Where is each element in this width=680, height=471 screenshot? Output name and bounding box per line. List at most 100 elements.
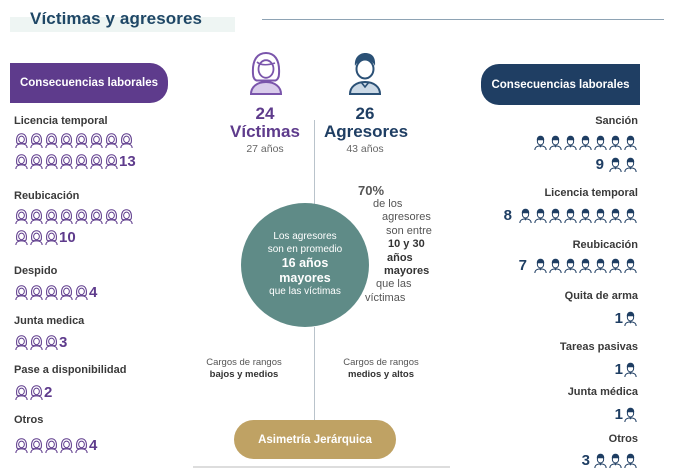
right-item-label: Sanción [595,115,638,127]
man-icon [533,207,548,224]
right-item-label: Otros [608,433,638,445]
woman-icon [29,153,44,170]
stat-line: que las [376,278,412,291]
woman-icon [44,284,59,301]
woman-icon [14,229,29,246]
woman-icon [44,132,59,149]
stat-line: agresores [382,211,431,224]
woman-icon [14,208,29,225]
woman-icon [14,153,29,170]
ranks-left: Cargos de rangos bajos y medios [186,357,302,382]
stat-bold: 10 y 30 [388,238,425,251]
left-item-count: 13 [119,153,136,170]
woman-icon [74,284,89,301]
age-range-stat: 70% de los agresores son entre 10 y 30 a… [358,183,458,305]
woman-icon [29,284,44,301]
man-icon [623,156,638,173]
ranks-left-bold: bajos y medios [209,369,279,381]
man-icon [563,207,578,224]
woman-icon [74,437,89,454]
bottom-rule [193,466,450,468]
woman-icon [104,208,119,225]
man-icon [548,134,563,151]
woman-icon [14,132,29,149]
victims-age: 27 años [246,143,284,155]
circle-highlight: 16 años [281,256,329,271]
woman-icon [44,437,59,454]
man-icon [608,257,623,274]
center-divider-top [314,120,315,205]
woman-icon [89,153,104,170]
woman-icon [59,132,74,149]
man-icon [608,452,623,469]
aggressors-age: 43 años [346,143,384,155]
woman-icon [59,284,74,301]
left-item-label: Despido [14,265,58,277]
man-icon [623,452,638,469]
woman-icon [104,132,119,149]
left-item-icons: 2 [14,384,52,401]
man-icon [548,257,563,274]
asymmetry-badge: Asimetría Jerárquica [234,420,396,459]
stat-bold: mayores [384,265,430,278]
ranks-right: Cargos de rangos medios y altos [323,357,439,382]
woman-icon [44,229,59,246]
woman-icon [74,208,89,225]
woman-icon [29,229,44,246]
man-icon [623,257,638,274]
man-icon [608,207,623,224]
man-icon [623,406,638,423]
stat-line: de los [373,198,403,210]
man-icon [608,156,623,173]
left-item-count: 2 [44,384,53,401]
stat-line: son entre [386,224,432,237]
right-panel-header: Consecuencias laborales [481,64,640,105]
right-item-count: 3 [581,452,590,469]
right-item-label: Reubicación [572,239,638,251]
left-item-count: 3 [59,334,68,351]
woman-icon [119,208,134,225]
right-item-icons: 1 [615,406,638,423]
stat-percent: 70% [358,183,385,198]
man-icon [518,207,533,224]
woman-icon [14,284,29,301]
victims-label: Víctimas [230,122,300,141]
woman-icon [59,437,74,454]
woman-icon [74,132,89,149]
left-panel-header: Consecuencias laborales [10,63,168,103]
title-divider [262,19,664,20]
right-item-count: 8 [503,207,512,224]
man-icon [623,134,638,151]
ranks-right-bold: medios y altos [348,369,414,381]
victims-count: 24 [255,104,275,123]
woman-icon [14,437,29,454]
man-icon [578,207,593,224]
woman-icon [59,208,74,225]
left-item-icons: 10 [14,208,134,246]
woman-icon [59,153,74,170]
right-item-count: 7 [518,257,527,274]
left-item-count: 10 [59,229,76,246]
man-icon [533,257,548,274]
man-icon [593,134,608,151]
age-gap-circle: Los agresores son en promedio 16 años ma… [241,203,369,327]
aggressors-count: 26 [355,104,375,123]
circle-line: que las víctimas [269,286,341,298]
man-icon [345,50,385,96]
right-item-label: Junta médica [567,386,638,398]
left-item-label: Junta medica [14,315,85,327]
woman-icon [246,50,286,96]
left-item-icons: 3 [14,334,67,351]
circle-line: Los agresores [273,231,337,243]
man-icon [548,207,563,224]
aggressors-label: Agresores [323,122,409,141]
right-item-icons: 1 [615,361,638,378]
ranks-right-line: Cargos de rangos [343,357,419,368]
right-item-label: Quita de arma [564,290,638,302]
title-highlight [10,17,235,32]
circle-line: son en promedio [267,243,343,255]
woman-icon [44,208,59,225]
left-item-icons: 4 [14,437,97,454]
right-item-icons: 9 [533,134,638,173]
